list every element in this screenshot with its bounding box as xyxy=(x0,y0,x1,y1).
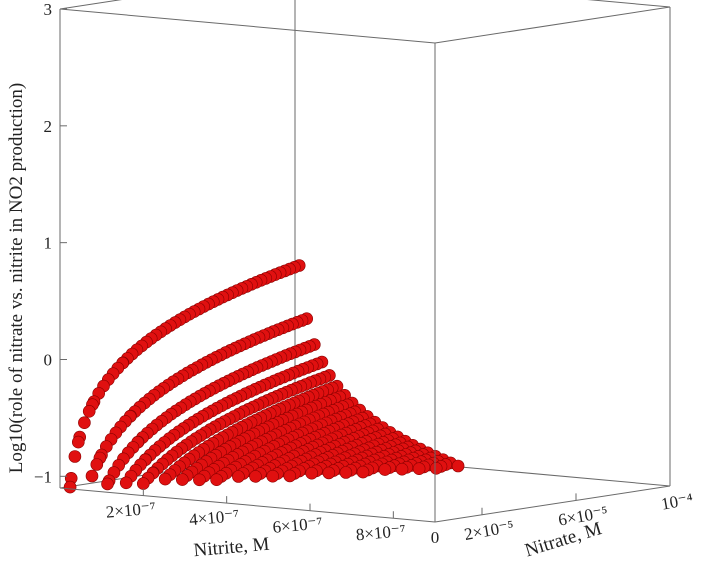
data-point xyxy=(395,462,409,476)
data-point xyxy=(412,462,426,476)
data-point xyxy=(356,465,370,479)
box-edge-front-top xyxy=(434,6,671,44)
data-point xyxy=(85,469,99,483)
x-tick-label: 2×10⁻⁷ xyxy=(105,498,157,521)
data-point xyxy=(283,469,297,483)
data-point xyxy=(82,404,96,418)
data-point xyxy=(322,466,336,480)
data-point xyxy=(249,470,262,483)
data-point xyxy=(63,480,77,494)
data-point xyxy=(137,477,150,490)
data-point xyxy=(101,477,114,491)
z-tick-label: 2 xyxy=(44,117,53,136)
z-tick-label: 3 xyxy=(44,0,53,19)
data-point xyxy=(266,469,280,483)
box-edge-back-right-top xyxy=(587,0,671,8)
box-edge-back-top xyxy=(59,0,123,10)
data-point xyxy=(176,473,189,486)
z-axis-label: Log10(role of nitrate vs. nitrite in NO2… xyxy=(6,83,27,473)
data-point xyxy=(429,461,443,475)
x-tick-label: 6×10⁻⁷ xyxy=(272,514,324,537)
z-tick-label: −1 xyxy=(34,467,52,486)
data-point xyxy=(305,466,319,480)
data-point xyxy=(451,459,465,473)
y-tick-label: 0 xyxy=(431,528,440,547)
x-tick-label: 4×10⁻⁷ xyxy=(188,506,240,529)
data-point xyxy=(232,470,245,483)
data-point xyxy=(193,473,206,487)
y-tick-label: 10⁻⁴ xyxy=(660,489,695,513)
box-edge-left-bottom xyxy=(59,487,436,523)
data-point xyxy=(158,472,172,486)
box-edge-front-bottom xyxy=(434,485,671,523)
box-edge-left-top xyxy=(59,8,436,44)
data-point xyxy=(90,458,104,471)
z-tick-label: 0 xyxy=(44,351,53,370)
data-point xyxy=(68,450,82,463)
plot-box-front xyxy=(59,6,671,523)
x-tick-label: 8×10⁻⁷ xyxy=(355,521,407,544)
data-point xyxy=(210,473,223,487)
data-point xyxy=(378,463,392,476)
data-point xyxy=(339,466,353,479)
data-point xyxy=(119,476,133,490)
data-point xyxy=(78,416,91,430)
x-axis-label: Nitrite, M xyxy=(193,534,271,562)
y-tick-label: 2×10⁻⁵ xyxy=(463,517,516,544)
z-tick-label: 1 xyxy=(44,234,53,253)
data-point xyxy=(72,435,85,449)
data-points xyxy=(63,259,465,494)
